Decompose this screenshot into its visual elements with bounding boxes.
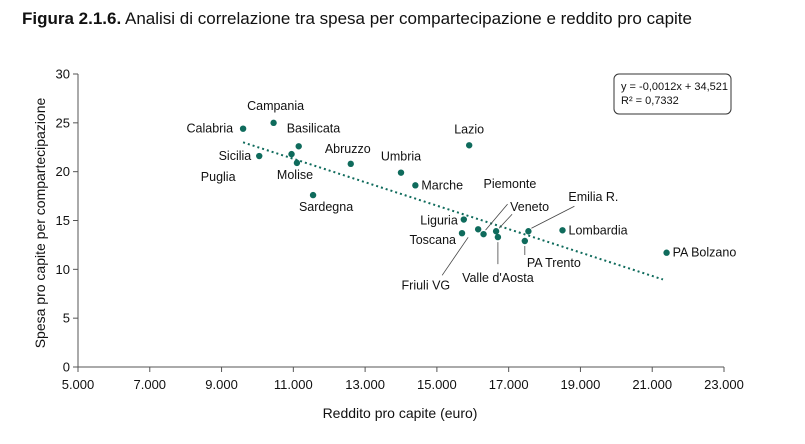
- y-tick-label: 30: [56, 67, 70, 82]
- point-label: Friuli VG: [402, 278, 451, 292]
- trend-r2: R² = 0,7332: [621, 95, 679, 107]
- equation-box-border: [614, 74, 731, 114]
- point-label: Abruzzo: [325, 142, 371, 156]
- point-label: Calabria: [187, 122, 234, 136]
- point-label: Marche: [421, 178, 463, 192]
- data-point: [525, 228, 531, 234]
- x-tick-label: 17.000: [489, 377, 529, 392]
- data-point: [398, 169, 404, 175]
- data-point: [294, 160, 300, 166]
- x-tick-label: 13.000: [345, 377, 385, 392]
- data-point: [288, 151, 294, 157]
- y-tick-label: 10: [56, 262, 70, 277]
- point-label: Umbria: [381, 150, 421, 164]
- label-leader-line: [499, 214, 512, 228]
- x-tick-label: 5.000: [62, 377, 95, 392]
- x-tick-label: 23.000: [704, 377, 744, 392]
- x-tick-label: 19.000: [561, 377, 601, 392]
- point-label: Sardegna: [299, 200, 353, 214]
- x-tick-label: 9.000: [205, 377, 238, 392]
- x-tick-label: 15.000: [417, 377, 457, 392]
- x-tick-label: 21.000: [632, 377, 672, 392]
- data-point: [663, 250, 669, 256]
- data-point: [475, 226, 481, 232]
- data-point: [296, 143, 302, 149]
- point-label: Basilicata: [287, 121, 341, 135]
- point-label: Valle d'Aosta: [462, 271, 534, 285]
- data-point: [466, 142, 472, 148]
- point-label: Lazio: [454, 122, 484, 136]
- point-label: Sicilia: [219, 149, 252, 163]
- point-label: Liguria: [420, 214, 458, 228]
- point-label: Toscana: [409, 233, 456, 247]
- y-tick-label: 15: [56, 213, 70, 228]
- point-label: Veneto: [510, 200, 549, 214]
- data-point: [461, 216, 467, 222]
- x-tick-label: 11.000: [274, 377, 313, 392]
- data-point: [559, 227, 565, 233]
- data-point: [310, 192, 316, 198]
- data-point: [495, 234, 501, 240]
- point-label: Piemonte: [484, 177, 537, 191]
- data-point: [240, 125, 246, 131]
- point-label: PA Trento: [527, 256, 581, 270]
- y-tick-label: 20: [56, 164, 70, 179]
- data-point: [412, 182, 418, 188]
- y-tick-label: 25: [56, 115, 70, 130]
- axes: 0 5 10 15 20 25 30 5.000 7.000 9.000 11.000 13.000 1…: [56, 67, 744, 393]
- equation-box: y = -0,0012x + 34,521 R² = 0,7332: [614, 74, 731, 114]
- data-point: [480, 231, 486, 237]
- label-leader-line: [486, 204, 508, 230]
- point-label: PA Bolzano: [673, 246, 737, 260]
- data-point: [459, 230, 465, 236]
- data-point: [256, 153, 262, 159]
- x-axis-label: Reddito pro capite (euro): [323, 405, 478, 421]
- data-point: [522, 238, 528, 244]
- trend-equation: y = -0,0012x + 34,521: [621, 81, 728, 93]
- y-tick-label: 0: [63, 360, 70, 375]
- point-label: Molise: [277, 168, 313, 182]
- y-axis-label: Spesa pro capite per compartecipazione: [32, 97, 48, 348]
- data-point: [348, 161, 354, 167]
- point-label: Emilia R.: [568, 190, 618, 204]
- point-label: Campania: [247, 99, 304, 113]
- point-labels: Calabria Campania Basilicata Sicilia Puglia M…: [187, 99, 737, 292]
- data-point: [493, 228, 499, 234]
- y-tick-label: 5: [63, 311, 70, 326]
- point-label: Puglia: [201, 170, 236, 184]
- point-label: Lombardia: [569, 223, 628, 237]
- x-tick-label: 7.000: [134, 377, 167, 392]
- data-point: [270, 120, 276, 126]
